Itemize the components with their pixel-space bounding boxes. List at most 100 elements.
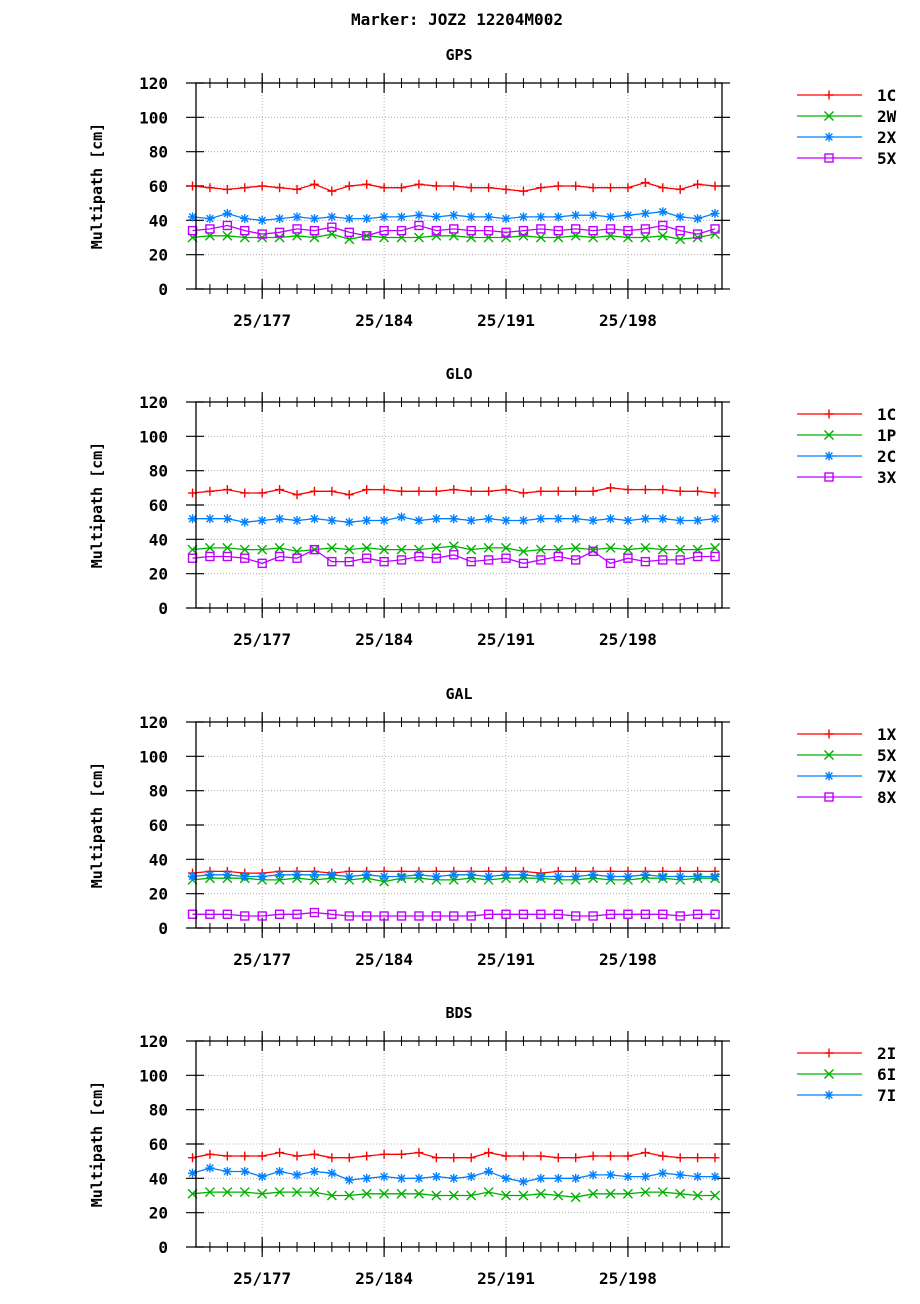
y-tick-label: 60 [149,1135,168,1154]
data-point [240,553,250,563]
data-point [466,1153,476,1163]
data-point [309,1187,320,1198]
data-point [466,212,476,222]
data-point [606,483,616,493]
legend-entry: 2W [797,107,897,126]
data-point [640,208,650,218]
data-point [274,227,285,238]
data-point [518,546,529,557]
data-point [640,485,650,495]
data-point [449,550,459,560]
data-point [309,225,320,236]
data-point [657,1187,668,1198]
data-point [710,488,720,498]
data-point [449,870,459,880]
y-tick-label: 100 [139,427,168,446]
data-point [204,542,215,553]
data-point [536,1173,546,1183]
y-axis-label: Multipath [cm] [88,442,106,568]
data-point [222,184,232,194]
data-point [484,212,494,222]
data-point [571,1153,581,1163]
data-point [413,232,424,243]
data-point [240,225,250,236]
data-point [693,872,703,881]
data-point [205,870,215,880]
data-point [257,544,268,555]
data-point [362,1151,372,1161]
data-point [466,515,476,525]
data-point [658,183,668,193]
chart-glo: GLO Multipath [cm] 0 20 40 60 80 100 120 25/177 25… [88,365,897,649]
data-point [379,1172,389,1182]
data-point [605,558,616,569]
legend-entry: 2X [797,128,897,147]
legend-marker [824,1090,834,1100]
data-point [518,1151,528,1161]
series-line [192,548,715,565]
data-point [693,486,703,496]
series-6i [187,1187,721,1203]
data-point [710,872,720,881]
y-tick-label: 20 [149,1204,168,1223]
y-tick-label: 0 [158,919,168,938]
legend-entry: 1C [797,405,896,424]
data-point [710,1153,720,1163]
data-point [518,1177,528,1187]
data-point [571,181,581,191]
data-point [606,872,616,881]
data-point [327,1168,337,1178]
data-point [274,232,285,243]
data-point [344,181,354,191]
data-point [449,485,459,495]
data-point [397,212,407,222]
data-point [518,515,528,525]
data-point [257,488,267,498]
data-point [309,1166,319,1176]
data-point [379,212,389,222]
data-point [275,1166,285,1176]
data-point [518,1190,529,1201]
data-point [205,1149,215,1159]
data-point [275,214,285,224]
data-point [327,186,337,196]
data-point [571,872,581,881]
data-point [414,911,424,921]
data-point [623,485,633,495]
data-point [309,870,319,880]
data-point [205,183,215,193]
data-point [640,1172,650,1182]
series-line [192,911,715,917]
data-point [327,222,337,232]
x-tick-label: 25/184 [355,1269,413,1288]
data-point [449,1173,459,1183]
data-point [240,911,250,921]
chart-bds: BDS Multipath [cm] 0 20 40 60 80 100 120 25/177 25… [88,1004,896,1288]
data-point [658,485,668,495]
data-point [309,179,319,189]
data-point [501,542,512,553]
x-tick-label: 25/177 [233,311,291,330]
y-axis-label: Multipath [cm] [88,762,106,888]
data-point [397,1149,407,1159]
data-point [396,911,407,921]
data-point [675,544,686,555]
legend-label: 6I [877,1065,896,1084]
chart-title: GLO [445,365,472,383]
data-point [466,183,476,193]
data-point [553,181,563,191]
chart-title: GPS [445,46,472,64]
data-point [379,485,389,495]
data-point [692,1190,703,1201]
data-point [536,909,546,919]
data-point [570,555,581,565]
data-point [379,544,390,555]
data-point [536,212,546,222]
legend-marker [824,729,834,739]
data-point [257,215,267,225]
x-tick-label: 25/177 [233,630,291,649]
data-point [623,225,633,236]
data-point [466,870,476,880]
plot-frame [195,82,723,290]
